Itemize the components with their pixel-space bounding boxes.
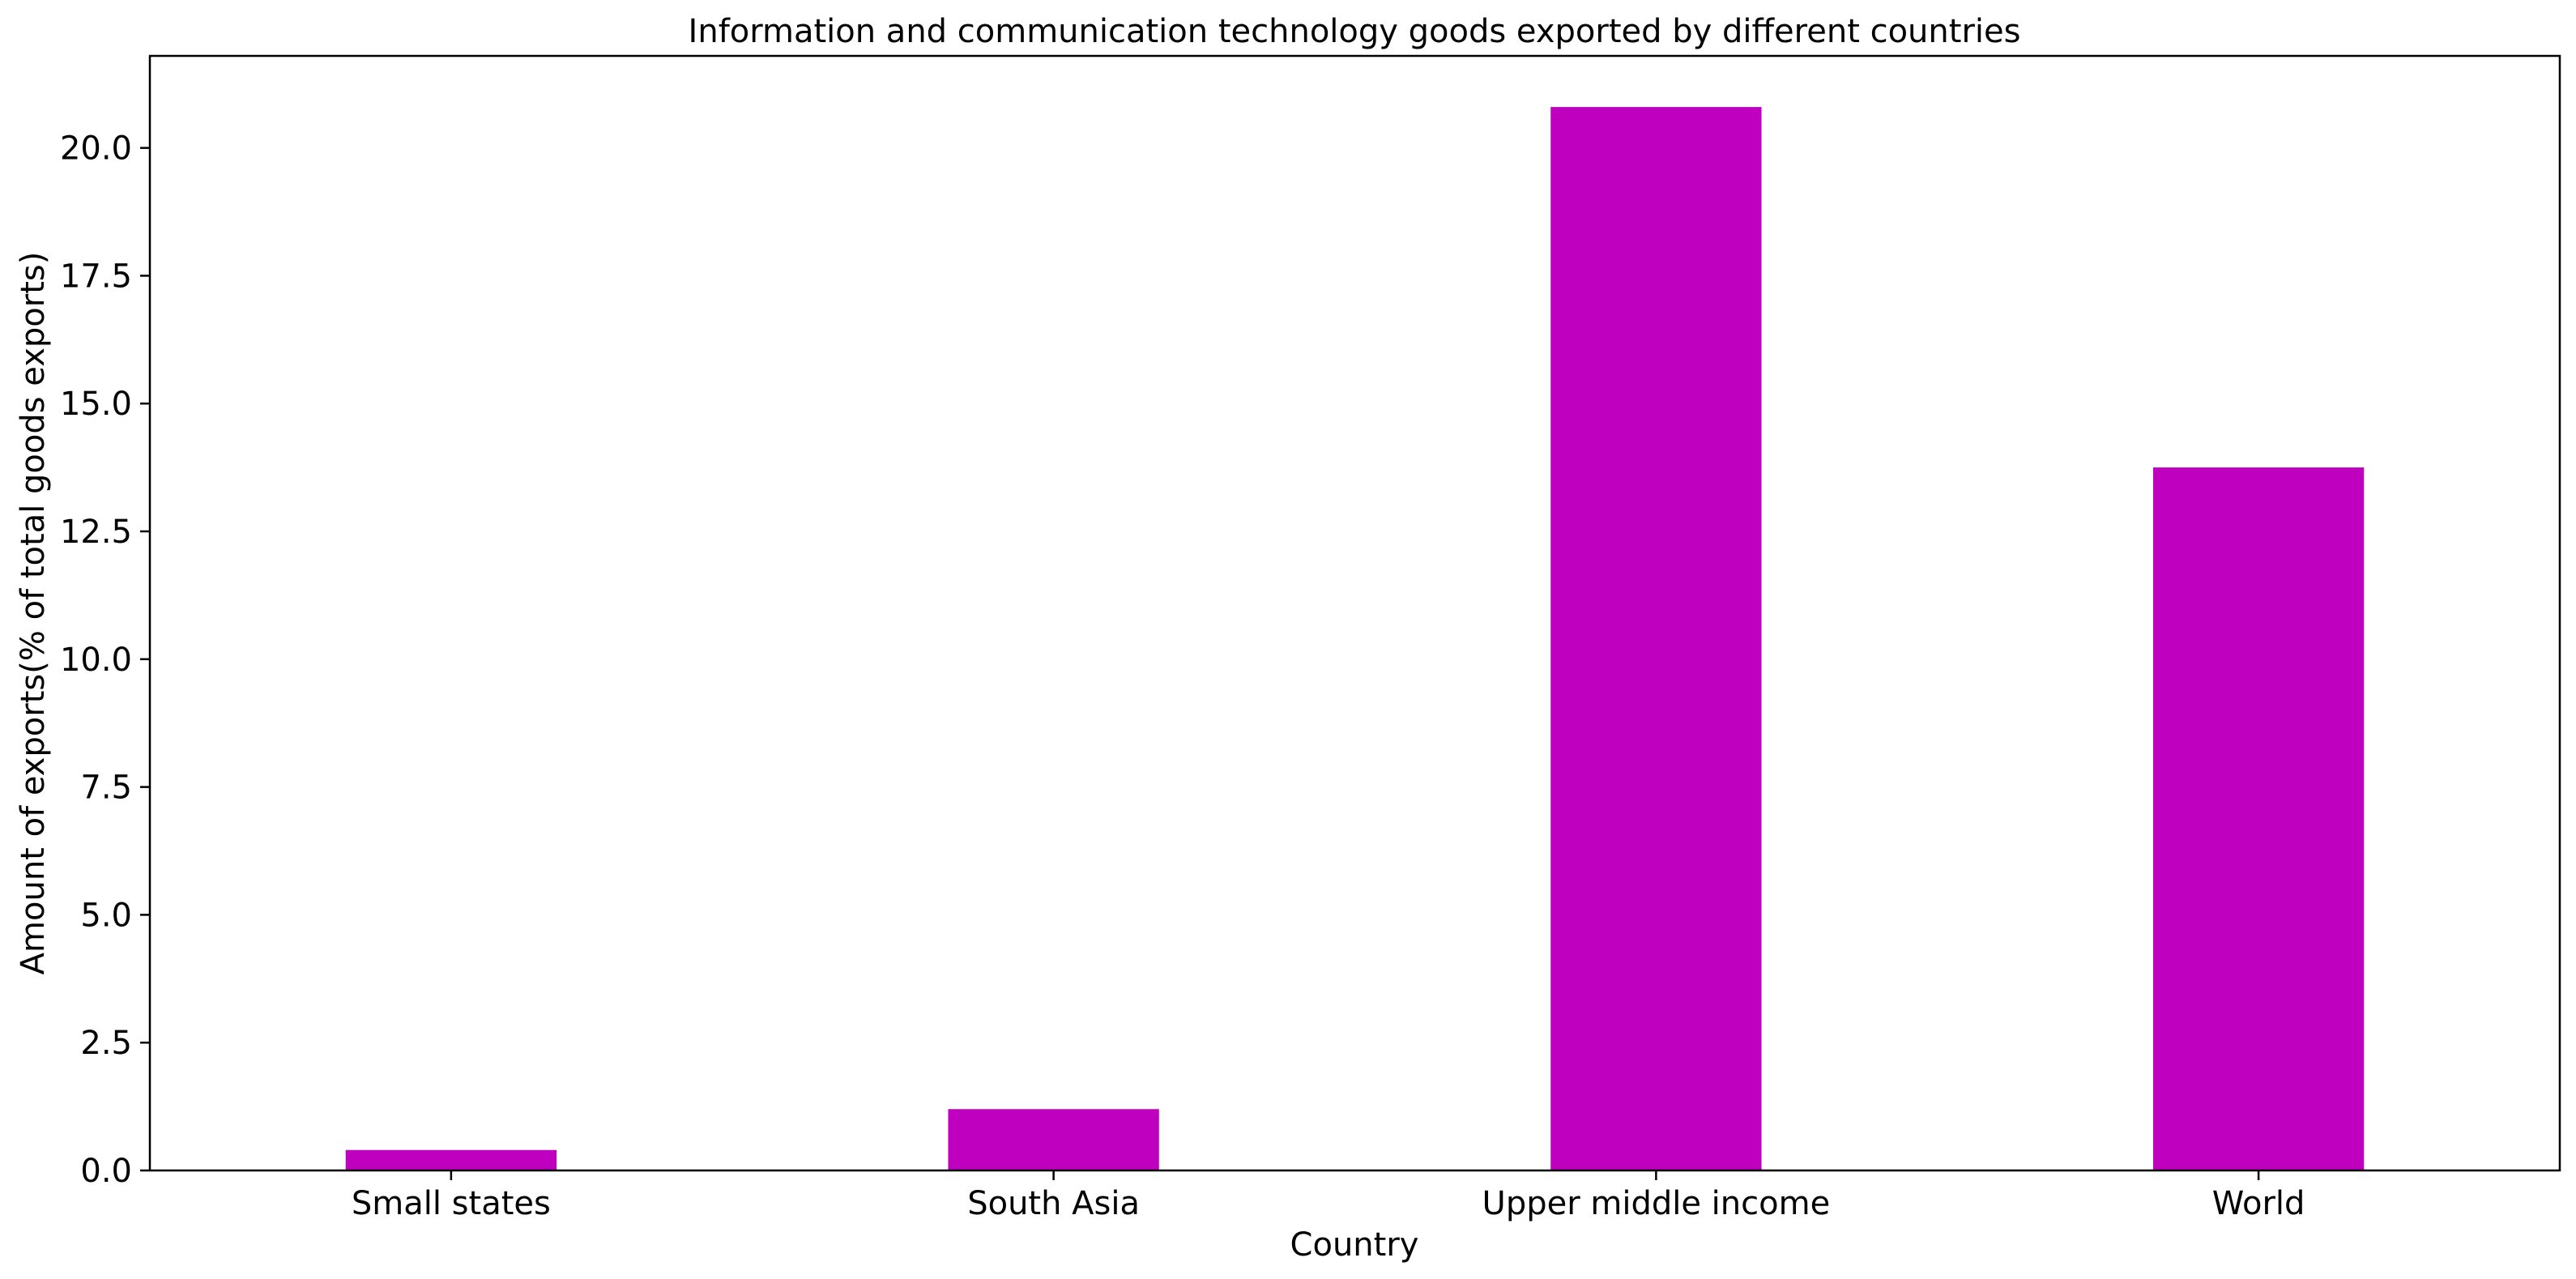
y-axis-label: Amount of exports(% of total goods expor… xyxy=(15,252,52,975)
x-tick-label: World xyxy=(2212,1185,2305,1222)
y-tick-label: 20.0 xyxy=(60,130,132,168)
bar-upper-middle-income xyxy=(1550,107,1762,1170)
bars-group xyxy=(345,107,2365,1170)
y-tick-label: 17.5 xyxy=(60,258,132,295)
bar-south-asia xyxy=(948,1109,1159,1170)
chart-title: Information and communication technology… xyxy=(689,13,2021,50)
x-axis-label: Country xyxy=(1290,1226,1419,1264)
x-axis-ticks: Small states South Asia Upper middle incom… xyxy=(352,1170,2305,1222)
x-tick-label: South Asia xyxy=(967,1185,1140,1222)
plot-area-frame xyxy=(148,54,2561,1172)
y-tick-label: 7.5 xyxy=(80,770,132,807)
y-tick-label: 5.0 xyxy=(80,897,132,934)
x-tick-label: Upper middle income xyxy=(1482,1185,1831,1222)
y-tick-label: 10.0 xyxy=(60,642,132,679)
x-tick-label: Small states xyxy=(352,1185,551,1222)
bar-world xyxy=(2152,467,2365,1170)
y-tick-label: 12.5 xyxy=(60,514,132,551)
y-tick-label: 0.0 xyxy=(80,1153,132,1190)
y-axis-ticks: 0.0 2.5 5.0 7.5 10.0 12.5 15.0 17.5 20.0 xyxy=(60,130,150,1190)
y-tick-label: 2.5 xyxy=(80,1025,132,1062)
y-tick-label: 15.0 xyxy=(60,386,132,423)
bar-small-states xyxy=(345,1149,557,1170)
